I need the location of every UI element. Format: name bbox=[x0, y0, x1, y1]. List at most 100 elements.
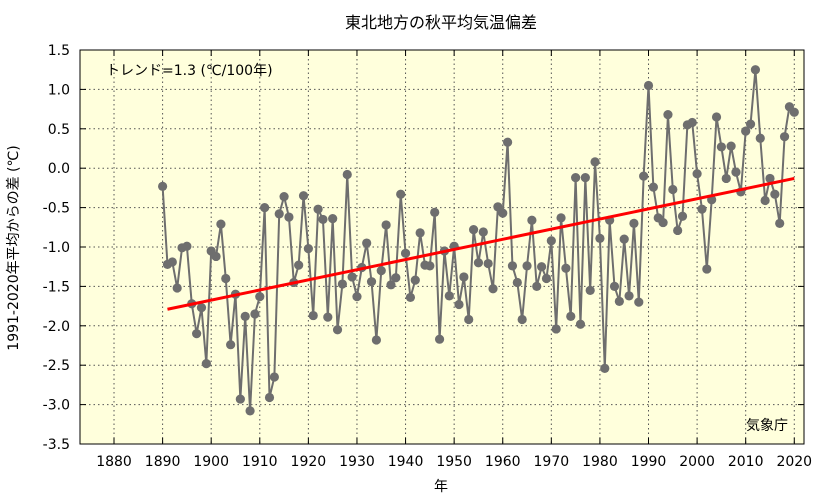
data-point bbox=[391, 273, 401, 283]
data-point bbox=[716, 142, 727, 152]
data-point bbox=[459, 272, 469, 282]
data-point bbox=[537, 262, 547, 272]
data-point bbox=[337, 279, 347, 289]
data-point bbox=[779, 132, 790, 142]
data-point bbox=[410, 275, 420, 285]
data-point bbox=[240, 311, 250, 321]
data-point bbox=[571, 173, 581, 183]
data-point bbox=[512, 277, 522, 288]
series-layer bbox=[158, 65, 799, 416]
data-point bbox=[585, 285, 595, 295]
x-tick-label: 1970 bbox=[534, 454, 570, 470]
data-point bbox=[575, 319, 586, 329]
x-tick-label: 1890 bbox=[145, 454, 181, 470]
y-tick-label: -3.0 bbox=[43, 398, 70, 414]
data-point bbox=[702, 264, 712, 274]
data-point bbox=[294, 260, 304, 270]
x-tick-label: 1980 bbox=[582, 454, 618, 470]
data-point bbox=[468, 225, 479, 235]
data-point bbox=[745, 119, 756, 129]
data-point bbox=[770, 189, 780, 199]
data-point bbox=[221, 273, 231, 284]
x-tick-label: 1880 bbox=[96, 454, 132, 470]
data-point bbox=[503, 137, 513, 147]
data-point bbox=[303, 243, 313, 254]
y-tick-label: -0.5 bbox=[43, 201, 70, 217]
data-point bbox=[400, 248, 411, 258]
data-point bbox=[260, 203, 270, 213]
data-point bbox=[255, 292, 265, 302]
data-point bbox=[507, 261, 518, 271]
data-point bbox=[775, 218, 785, 228]
data-point bbox=[556, 213, 566, 223]
data-point bbox=[789, 107, 799, 117]
data-point bbox=[342, 169, 352, 180]
data-point bbox=[643, 80, 654, 91]
data-point bbox=[352, 292, 362, 302]
data-point bbox=[600, 363, 610, 373]
data-point bbox=[551, 324, 561, 334]
data-point bbox=[347, 272, 357, 282]
y-tick-label: 1.0 bbox=[48, 82, 70, 98]
data-point bbox=[697, 204, 707, 214]
data-point bbox=[332, 325, 343, 335]
data-point bbox=[629, 218, 639, 228]
trend-annotation: トレンド=1.3 (℃/100年) bbox=[106, 63, 273, 79]
y-tick-label: 0.5 bbox=[48, 122, 70, 138]
data-point bbox=[434, 334, 445, 344]
data-point bbox=[226, 340, 236, 350]
data-point bbox=[366, 277, 377, 287]
data-point bbox=[396, 189, 406, 199]
data-point bbox=[609, 281, 620, 291]
data-point bbox=[415, 228, 425, 238]
data-point bbox=[386, 280, 396, 290]
x-tick-label: 2000 bbox=[679, 454, 715, 470]
chart-title: 東北地方の秋平均気温偏差 bbox=[345, 13, 537, 32]
data-point bbox=[692, 169, 702, 179]
data-point bbox=[614, 296, 624, 306]
ticks bbox=[80, 49, 804, 445]
data-point bbox=[677, 211, 688, 221]
x-tick-label: 1960 bbox=[485, 454, 521, 470]
x-tick-label: 1910 bbox=[242, 454, 278, 470]
data-point bbox=[658, 217, 668, 228]
data-point bbox=[488, 284, 498, 294]
data-point bbox=[595, 233, 605, 243]
data-point bbox=[498, 208, 508, 218]
data-point bbox=[639, 171, 649, 181]
data-point bbox=[284, 212, 294, 222]
x-tick-label: 1900 bbox=[193, 454, 229, 470]
data-point bbox=[405, 292, 416, 303]
data-point bbox=[313, 204, 323, 214]
trend-line bbox=[167, 176, 795, 311]
data-point bbox=[731, 167, 741, 177]
data-point bbox=[561, 263, 571, 273]
y-tick-label: -2.5 bbox=[43, 358, 70, 374]
data-point bbox=[298, 191, 309, 201]
data-point bbox=[493, 202, 503, 212]
data-point bbox=[371, 335, 381, 345]
data-point bbox=[473, 258, 484, 268]
data-point bbox=[279, 191, 289, 202]
data-point bbox=[566, 311, 576, 321]
data-point bbox=[235, 394, 245, 404]
y-tick-label: -1.5 bbox=[43, 279, 70, 295]
data-point bbox=[454, 299, 464, 310]
source-label: 気象庁 bbox=[746, 418, 788, 434]
x-tick-label: 2010 bbox=[728, 454, 764, 470]
data-point bbox=[362, 238, 372, 248]
data-point bbox=[216, 219, 226, 229]
data-point bbox=[527, 215, 537, 225]
data-point bbox=[634, 297, 644, 307]
data-point bbox=[172, 283, 182, 293]
data-point bbox=[750, 65, 761, 75]
y-tick-label: 1.5 bbox=[48, 43, 70, 59]
data-point bbox=[182, 241, 192, 251]
data-point bbox=[274, 209, 284, 219]
data-point bbox=[478, 227, 488, 237]
y-tick-label: 0.0 bbox=[48, 161, 70, 177]
data-point bbox=[541, 273, 552, 284]
data-point bbox=[211, 251, 221, 262]
